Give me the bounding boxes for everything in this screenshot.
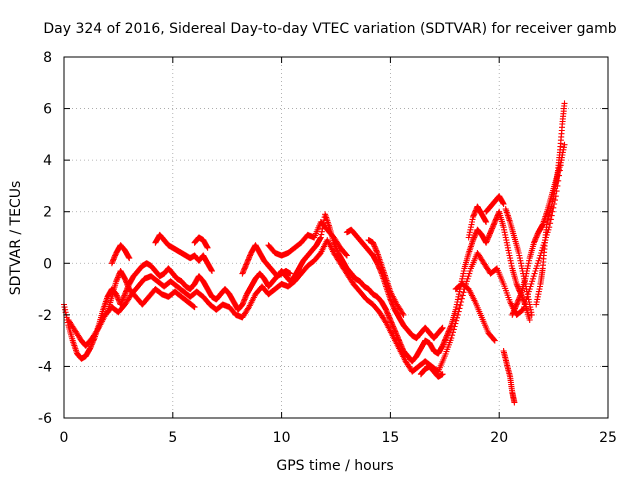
x-axis-label: GPS time / hours — [276, 458, 393, 474]
y-tick-label: 0 — [43, 256, 52, 272]
x-tick-label: 25 — [599, 430, 617, 446]
data-trace — [191, 234, 211, 251]
data-trace — [104, 268, 198, 316]
x-tick-label: 5 — [168, 430, 177, 446]
data-trace — [509, 291, 533, 323]
x-tick-label: 15 — [381, 430, 399, 446]
y-tick-label: 4 — [43, 153, 52, 169]
data-trace — [265, 219, 350, 259]
data-trace — [152, 231, 215, 274]
y-tick-labels: -6 -4 -2 0 2 4 6 8 — [38, 50, 52, 427]
data-trace — [417, 363, 446, 380]
y-tick-label: -6 — [38, 411, 52, 427]
data-trace — [343, 226, 446, 342]
y-tick-label: -2 — [38, 308, 52, 324]
x-tick-label: 10 — [273, 430, 291, 446]
y-axis-label: SDTVAR / TECUs — [8, 181, 24, 296]
x-tick-label: 0 — [60, 430, 69, 446]
data-trace — [500, 348, 518, 406]
y-tick-label: 8 — [43, 50, 52, 66]
data-trace — [65, 152, 566, 375]
data-trace — [502, 206, 535, 318]
data-trace — [483, 193, 507, 215]
ticks — [63, 56, 609, 419]
y-tick-label: 2 — [43, 205, 52, 221]
data-trace — [465, 203, 490, 241]
x-tick-label: 20 — [490, 430, 508, 446]
data-trace — [365, 237, 407, 318]
y-tick-label: -4 — [38, 359, 52, 375]
data-points — [61, 100, 568, 406]
plot-frame — [63, 56, 609, 419]
y-tick-label: 6 — [43, 102, 52, 118]
data-trace — [108, 242, 133, 267]
data-trace — [61, 141, 568, 365]
data-trace — [452, 280, 498, 344]
x-tick-labels: 0 5 10 15 20 25 — [60, 430, 617, 446]
chart-title: Day 324 of 2016, Sidereal Day-to-day VTE… — [43, 21, 616, 37]
grid — [64, 57, 608, 418]
data-trace — [533, 100, 568, 308]
data-trace — [239, 242, 294, 280]
